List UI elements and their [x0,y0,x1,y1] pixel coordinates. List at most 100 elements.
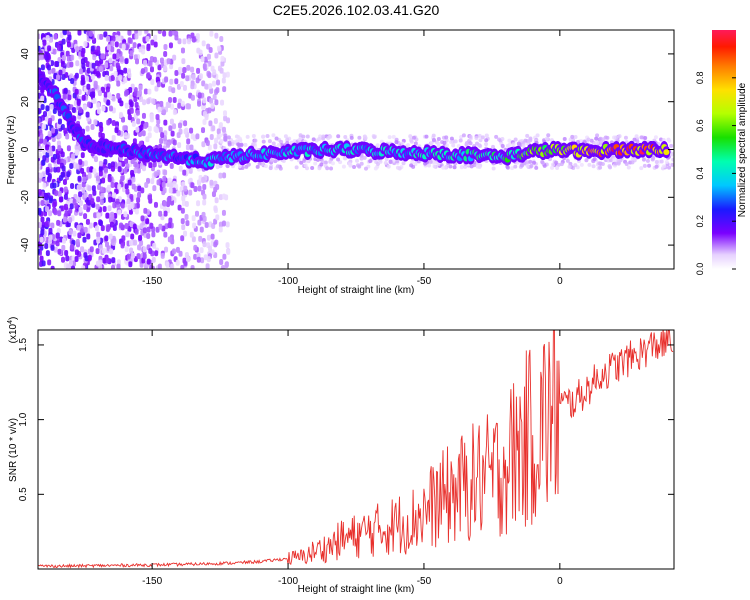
spectrogram-x-label: Height of straight line (km) [298,285,415,296]
heatmap-cell [181,224,186,231]
heatmap-cell [408,134,413,139]
heatmap-cell [202,193,207,200]
heatmap-cell [38,200,41,207]
heatmap-cell [305,159,310,164]
heatmap-cell [168,42,173,49]
heatmap-cell [48,227,53,234]
snr-y-axis: 0.5 1.0 1.5 [18,338,674,501]
heatmap-cell [45,206,50,213]
heatmap-cell [133,194,138,201]
heatmap-cell [163,119,168,126]
heatmap-cell [670,152,674,157]
heatmap-cell [99,33,104,40]
heatmap-cell [106,119,111,126]
heatmap-cell [474,135,479,140]
heatmap-cell [83,203,88,210]
heatmap-cell [120,175,125,182]
heatmap-cell [181,181,186,188]
heatmap-cell [617,134,622,139]
heatmap-cell [186,64,191,71]
heatmap-cell [108,105,113,112]
heatmap-cell [490,144,495,149]
heatmap-cell [133,239,138,246]
heatmap-cell [513,164,518,169]
x-tick-label: 0 [557,576,563,587]
heatmap-cell [612,157,617,162]
heatmap-cell [146,72,151,79]
heatmap-cell [661,164,666,169]
heatmap-cell [168,96,173,103]
heatmap-cell [283,134,288,139]
heatmap-cell [544,136,549,141]
heatmap-cell [190,133,195,140]
heatmap-cell [341,164,346,169]
heatmap-cell [180,207,185,214]
heatmap-cell [449,140,454,145]
heatmap-cell [336,157,341,162]
heatmap-cell [111,35,116,42]
heatmap-cell [172,180,177,187]
heatmap-cell [123,132,128,139]
heatmap-cell [52,48,57,55]
heatmap-cell [178,250,183,257]
y-tick-label: 1.0 [18,412,29,426]
heatmap-cell [189,144,194,151]
heatmap-cell [149,55,154,62]
heatmap-cell [639,166,644,171]
heatmap-ridge [38,68,671,171]
heatmap-cell [328,134,333,139]
heatmap-cell [116,93,121,100]
heatmap-cell [630,160,635,165]
heatmap-cell [129,247,134,254]
heatmap-cell [586,137,591,142]
heatmap-cell [165,261,170,268]
heatmap-cell [599,140,604,145]
heatmap-cell [38,117,41,124]
heatmap-cell [500,136,505,141]
heatmap-cell [510,166,515,171]
heatmap-cell [166,197,171,204]
heatmap-cell [42,155,47,162]
heatmap-cell [47,259,52,266]
heatmap-cell [235,139,240,144]
heatmap-cell [190,32,195,39]
heatmap-cell [44,115,49,122]
heatmap-cell [121,116,126,123]
heatmap-cell [50,244,55,251]
heatmap-cell [69,61,74,68]
heatmap-cell [126,253,131,260]
heatmap-cell [75,60,80,67]
heatmap-cell [436,162,441,167]
heatmap-cell [163,51,168,58]
heatmap-cell [131,183,136,190]
heatmap-cell [69,73,74,80]
heatmap-cell [48,210,53,217]
heatmap-cell [204,83,209,90]
heatmap-cell [167,177,172,184]
heatmap-cell [43,192,48,199]
heatmap-cell [96,196,101,203]
heatmap-cell [106,44,111,51]
heatmap-cell [40,200,45,207]
heatmap-cell [198,235,203,242]
heatmap-cell [595,140,600,145]
heatmap-cell [292,139,297,144]
heatmap-cell [140,68,145,75]
heatmap-cell [168,217,173,224]
heatmap-cell [203,254,208,261]
heatmap-cell [140,215,145,222]
heatmap-cell [132,42,137,49]
heatmap-cell [142,246,147,253]
heatmap-cell [75,149,80,156]
heatmap-cell [47,130,52,137]
heatmap-cell [83,226,88,233]
heatmap-cell [159,100,164,107]
heatmap-cell [323,160,328,165]
heatmap-cell [78,107,83,114]
heatmap-cell [48,237,53,244]
heatmap-cell [164,246,169,253]
heatmap-cell [95,203,100,210]
heatmap-cell [127,37,132,44]
heatmap-cell [156,81,161,88]
heatmap-cell [150,39,155,46]
